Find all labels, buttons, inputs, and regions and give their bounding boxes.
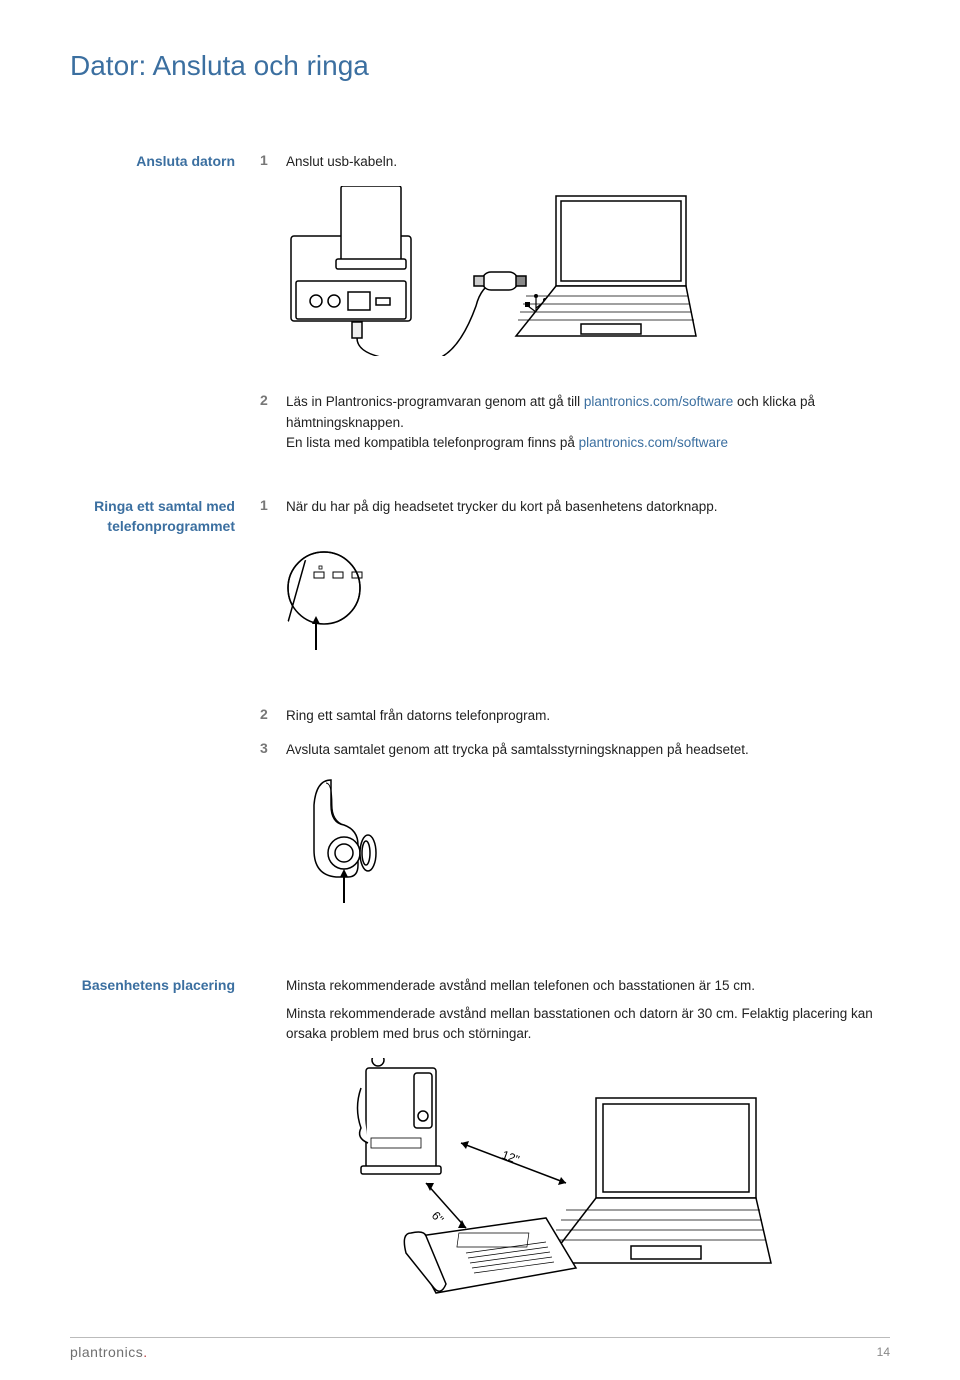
- usb-connection-illustration: [286, 186, 890, 356]
- software-link[interactable]: plantronics.com/software: [584, 394, 733, 409]
- step-number: 1: [260, 497, 286, 536]
- step-text: Anslut usb-kabeln.: [286, 152, 890, 172]
- svg-text:6": 6": [429, 1209, 447, 1226]
- section1-step1: Ansluta datorn 1 Anslut usb-kabeln.: [70, 152, 890, 172]
- placement-para2: Minsta rekommenderade avstånd mellan bas…: [286, 1004, 890, 1045]
- step-text: Avsluta samtalet genom att trycka på sam…: [286, 740, 890, 760]
- step-number: 2: [260, 706, 286, 726]
- software-link[interactable]: plantronics.com/software: [579, 435, 728, 450]
- step-number: 1: [260, 152, 286, 172]
- section2-step2: 2 Ring ett samtal från datorns telefonpr…: [70, 706, 890, 726]
- headset-button-illustration: [286, 775, 890, 910]
- section2-step1: Ringa ett samtal med telefonprogrammet 1…: [70, 497, 890, 536]
- page-footer: plantronics 14: [70, 1337, 890, 1360]
- footer-logo: plantronics: [70, 1344, 148, 1360]
- section3-label: Basenhetens placering: [70, 976, 260, 1045]
- page-number: 14: [877, 1345, 890, 1359]
- step-text: När du har på dig headsetet trycker du k…: [286, 497, 890, 536]
- step-number: 2: [260, 392, 286, 453]
- section1-label: Ansluta datorn: [70, 152, 260, 172]
- step-text: Ring ett samtal från datorns telefonprog…: [286, 706, 890, 726]
- page-title: Dator: Ansluta och ringa: [70, 50, 890, 82]
- placement-para1: Minsta rekommenderade avstånd mellan tel…: [286, 976, 890, 996]
- step-text: Läs in Plantronics-programvaran genom at…: [286, 392, 890, 453]
- base-button-illustration: [286, 550, 890, 670]
- section2-step3: 3 Avsluta samtalet genom att trycka på s…: [70, 740, 890, 760]
- placement-distance-illustration: 12" 6": [286, 1058, 890, 1298]
- step-number: 3: [260, 740, 286, 760]
- section2-label: Ringa ett samtal med telefonprogrammet: [70, 497, 260, 536]
- section3: Basenhetens placering Minsta rekommender…: [70, 976, 890, 1045]
- section1-step2: 2 Läs in Plantronics-programvaran genom …: [70, 392, 890, 453]
